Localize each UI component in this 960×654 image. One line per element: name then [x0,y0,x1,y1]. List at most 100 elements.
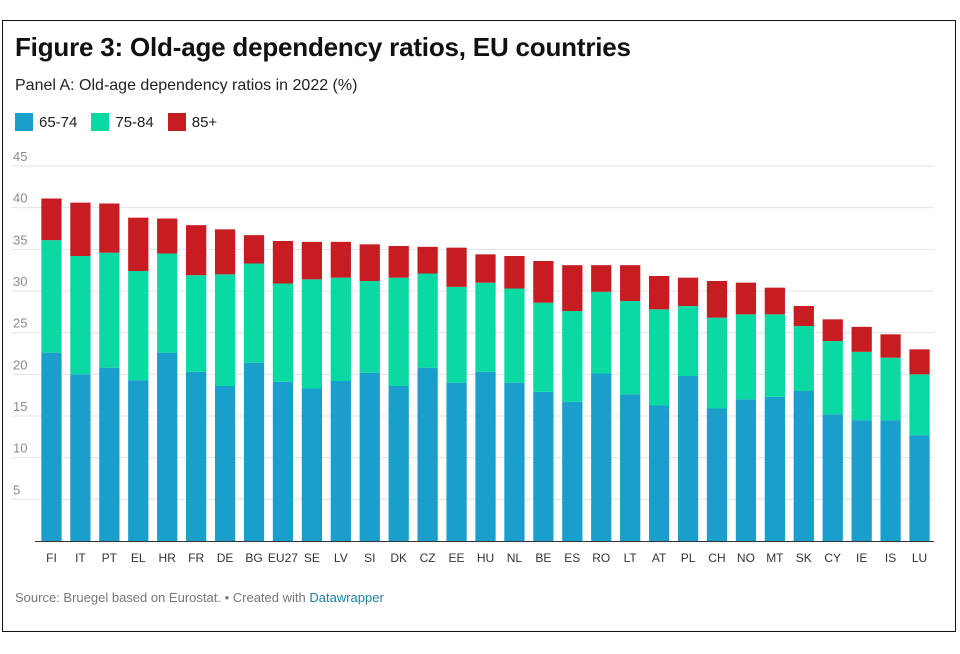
x-tick-label-it: IT [75,551,86,565]
bar-eu27-series-1 [272,283,294,382]
bar-be-series-0 [533,391,554,541]
y-tick-label-30: 30 [13,274,27,289]
y-tick-label-35: 35 [13,232,27,247]
bar-mt-series-1 [764,314,785,397]
x-tick-label-nl: NL [507,551,523,565]
created-with-text: • Created with [224,590,306,605]
x-tick-label-el: EL [131,551,146,565]
bar-sk-series-1 [793,326,814,391]
bar-bg-series-2 [243,235,265,264]
legend-item-85-plus: 85+ [167,113,218,131]
legend-swatch-65-74 [15,113,33,131]
bar-mt-series-2 [764,287,785,315]
bar-be-series-2 [533,261,554,303]
chart-title: Figure 3: Old-age dependency ratios, EU … [15,32,631,62]
bar-hu-series-0 [475,371,496,541]
x-tick-label-dk: DK [390,551,407,565]
bar-sk-series-0 [793,391,814,541]
bar-es-series-0 [562,401,583,541]
x-tick-label-eu27: EU27 [268,551,298,565]
bar-es-series-2 [562,265,583,311]
bar-se-series-0 [301,388,323,541]
x-tick-label-is: IS [885,551,896,565]
bar-pt-series-0 [99,367,120,541]
datawrapper-link[interactable]: Datawrapper [309,590,384,605]
bar-fi-series-0 [41,352,62,541]
x-tick-label-no: NO [737,551,755,565]
bar-hr-series-2 [157,218,178,254]
x-tick-label-fi: FI [46,551,57,565]
bar-ch-series-1 [706,317,728,409]
bar-ie-series-1 [851,351,872,421]
bar-ch-series-2 [706,281,728,318]
x-tick-label-ro: RO [592,551,610,565]
x-tick-label-lt: LT [624,551,638,565]
y-tick-label-15: 15 [13,399,27,414]
bar-ee-series-1 [446,286,467,383]
bar-ro-series-0 [591,373,612,541]
x-tick-label-de: DE [217,551,234,565]
bar-cy-series-0 [822,414,843,541]
x-tick-label-si: SI [364,551,375,565]
bar-eu27-series-2 [272,241,294,284]
x-tick-label-fr: FR [188,551,204,565]
chart-frame [2,20,956,632]
bar-lv-series-1 [330,277,351,381]
x-tick-label-se: SE [304,551,320,565]
legend-swatch-85-plus [167,113,186,131]
bar-cz-series-1 [417,273,438,368]
y-tick-label-25: 25 [13,316,27,331]
bar-de-series-0 [214,386,236,541]
bar-lv-series-2 [330,241,351,278]
legend: 65-74 75-84 85+ [15,112,231,132]
bar-nl-series-0 [504,382,525,541]
x-tick-label-at: AT [652,551,667,565]
x-tick-label-bg: BG [245,551,262,565]
bar-ee-series-2 [446,247,467,287]
x-tick-label-hu: HU [477,551,494,565]
bar-nl-series-1 [504,288,525,383]
bar-hu-series-1 [475,282,496,372]
x-tick-label-ch: CH [708,551,725,565]
bar-lu-series-0 [909,435,930,541]
bar-at-series-0 [648,405,670,541]
bar-lu-series-1 [909,374,930,436]
legend-label-75-84: 75-84 [115,113,154,131]
x-tick-label-mt: MT [766,551,784,565]
y-tick-label-45: 45 [13,150,27,164]
y-tick-label-20: 20 [13,357,27,372]
bar-cy-series-1 [822,341,843,415]
x-tick-label-hr: HR [159,551,177,565]
bar-ie-series-0 [851,420,872,541]
x-tick-label-sk: SK [796,551,812,565]
bar-it-series-1 [70,256,91,375]
x-tick-label-be: BE [535,551,551,565]
x-tick-label-ie: IE [856,551,867,565]
x-tick-label-lu: LU [912,551,927,565]
bar-is-series-0 [880,420,901,541]
bar-el-series-1 [128,271,149,381]
x-tick-label-cz: CZ [420,551,436,565]
bar-bg-series-0 [243,362,265,541]
bar-no-series-1 [735,314,757,400]
bar-be-series-1 [533,302,554,392]
bar-lt-series-2 [620,265,641,301]
bar-se-series-2 [301,241,323,280]
stacked-bar-chart: 5 10 15 20 25 30 35 40 45 FI IT PT EL HR FR DE BG EU27 SE L… [12,150,934,565]
x-tick-label-ee: EE [449,551,465,565]
bar-pt-series-2 [99,203,120,253]
x-tick-label-lv: LV [334,551,348,565]
bar-cz-series-0 [417,367,438,541]
bar-mt-series-0 [764,396,785,541]
bar-ch-series-0 [706,408,728,541]
bar-dk-series-0 [388,386,409,541]
legend-label-65-74: 65-74 [39,113,78,131]
bar-fr-series-0 [186,371,207,541]
chart-subtitle: Panel A: Old-age dependency ratios in 20… [15,77,358,94]
bar-nl-series-2 [504,256,525,289]
legend-label-85-plus: 85+ [191,113,218,131]
bar-pt-series-1 [99,252,120,368]
bar-lu-series-2 [909,349,930,375]
bar-ro-series-2 [591,265,612,292]
bar-cz-series-2 [417,246,438,274]
